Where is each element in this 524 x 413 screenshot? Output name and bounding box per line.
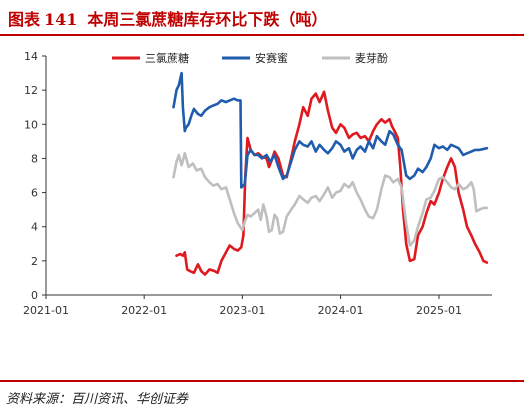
y-tick: 6 [31,187,46,200]
figure-prefix: 图表 [8,10,41,29]
series-line-2 [172,71,489,189]
legend-item-3: 麦芽酚 [322,51,388,65]
x-tick: 2021-01 [23,295,69,317]
y-tick-label: 2 [31,255,38,268]
legend-item-2: 安赛蜜 [222,51,288,65]
x-tick: 2024-01 [318,295,364,317]
y-tick: 8 [31,152,46,165]
legend-item-1: 三氯蔗糖 [112,51,189,65]
y-tick: 12 [24,84,46,97]
chart-title: 本周三氯蔗糖库存环比下跌（吨） [87,10,328,29]
y-tick-label: 12 [24,84,38,97]
series-line-3 [172,152,489,247]
y-tick-label: 10 [24,118,38,131]
chart-axes: 0 2 4 6 8 10 12 14 2021-01 2022-01 2023-01 2024-01 2… [23,50,492,317]
y-tick-label: 8 [31,152,38,165]
x-tick: 2022-01 [121,295,167,317]
legend-label: 安赛蜜 [255,51,288,65]
series-line-1 [175,90,489,276]
legend-label: 三氯蔗糖 [145,51,189,65]
x-tick-label: 2022-01 [121,304,167,317]
x-tick: 2023-01 [219,295,265,317]
figure-number: 141 [44,10,78,29]
legend-label: 麦芽酚 [355,51,388,65]
top-rule [0,34,524,36]
x-tick: 2025-01 [416,295,462,317]
y-tick-label: 14 [24,50,38,63]
line-chart: 0 2 4 6 8 10 12 14 2021-01 2022-01 2023-01 2024-01 2… [23,50,492,317]
source-note: 资料来源：百川资讯、华创证券 [6,392,189,407]
x-tick-label: 2024-01 [318,304,364,317]
y-tick-label: 4 [31,221,38,234]
x-tick-label: 2025-01 [416,304,462,317]
y-tick: 2 [31,255,46,268]
y-tick: 10 [24,118,46,131]
y-tick-label: 6 [31,187,38,200]
y-tick: 0 [31,289,46,302]
y-tick-label: 0 [31,289,38,302]
bottom-rule [0,380,524,382]
series-layer [172,71,489,276]
x-tick-label: 2023-01 [219,304,265,317]
chart-title-bar: 图表 141 本周三氯蔗糖库存环比下跌（吨） [8,6,327,30]
y-tick: 4 [31,221,46,234]
y-tick: 14 [24,50,46,63]
x-tick-label: 2021-01 [23,304,69,317]
chart-legend: 三氯蔗糖 安赛蜜 麦芽酚 [112,51,388,65]
